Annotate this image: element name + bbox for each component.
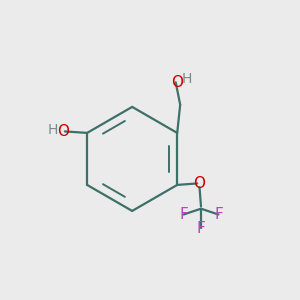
Text: H: H bbox=[182, 72, 192, 86]
Text: O: O bbox=[57, 124, 69, 139]
Text: O: O bbox=[171, 75, 183, 90]
Text: F: F bbox=[214, 207, 223, 222]
Text: F: F bbox=[179, 207, 188, 222]
Text: O: O bbox=[194, 176, 206, 191]
Text: F: F bbox=[196, 220, 206, 236]
Text: H: H bbox=[47, 123, 58, 137]
